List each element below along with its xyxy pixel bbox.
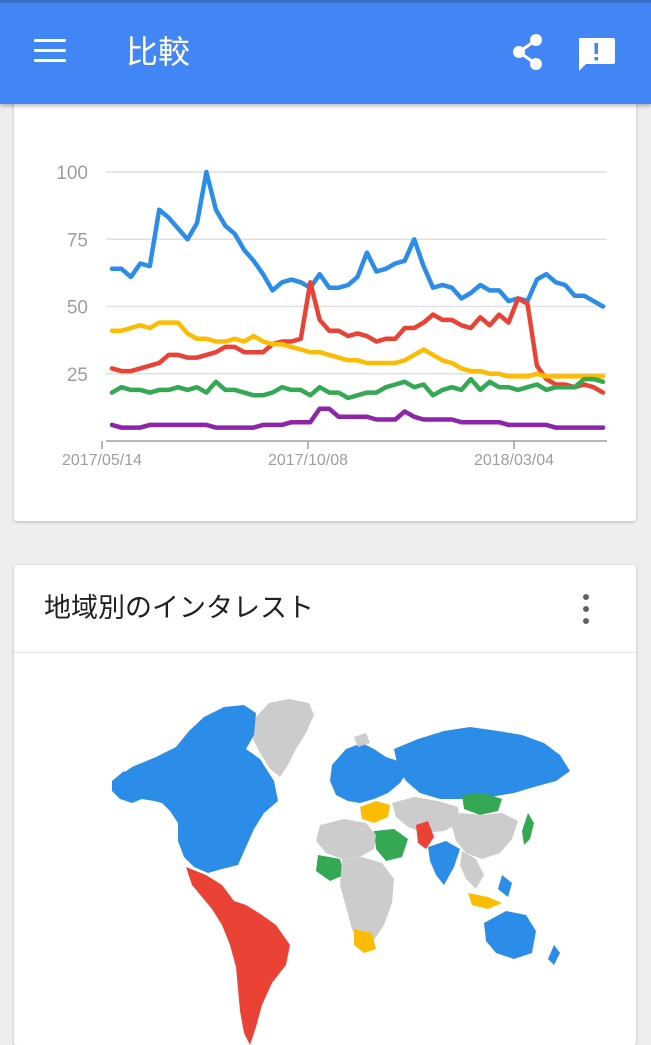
x-tick-label: 2017/05/14 [62,452,142,469]
y-tick-label: 100 [56,163,88,184]
map-region-middle-east [374,829,408,861]
map-region-china [452,813,518,859]
map-region-pakistan [416,821,434,849]
map-region-japan [522,813,534,845]
hamburger-menu-icon[interactable] [30,36,70,68]
map-region-north-africa [316,819,376,859]
trend-line-chart: 100 75 50 25 2017/05/14 2017/10/08 2018/03/04 [56,163,607,469]
map-region-europe [330,743,408,803]
series-line-2 [109,280,606,395]
map-region-russia [394,727,570,799]
series-line-3 [109,320,606,379]
y-tick-label: 25 [67,365,88,386]
map-region-west-africa [316,855,344,881]
map-region-southeast-asia [460,851,484,889]
map-region-turkey [360,801,390,823]
y-tick-label: 75 [67,230,88,251]
map-region-south-africa [354,929,376,953]
feedback-icon[interactable] [574,32,618,76]
x-tick-label: 2017/10/08 [268,452,348,469]
page-title: 比較 [126,33,191,71]
map-region-new-zealand [548,945,560,965]
region-interest-card: 地域別のインタレスト [14,565,636,1045]
series-line-4 [109,376,606,401]
map-region-mongolia [462,793,502,815]
card-heading: 地域別のインタレスト [44,593,314,624]
map-region-philippines [498,875,512,897]
map-region-africa [340,857,394,947]
map-region-indonesia [468,893,502,909]
share-icon[interactable] [508,32,548,72]
y-tick-label: 50 [67,298,88,319]
map-region-greenland [252,699,314,777]
map-region-central-asia [392,797,460,833]
map-region-north-america [112,705,278,873]
x-tick-label: 2018/03/04 [474,452,554,469]
app-bar: 比較 [0,0,651,104]
card-header: 地域別のインタレスト [14,565,636,653]
world-map [112,699,570,1045]
map-region-australia [484,911,536,959]
status-strip [0,0,651,3]
map-region-latin-america [186,867,290,1045]
series-line-5 [109,406,606,430]
map-region-india [428,841,460,885]
map-region-alaska [112,771,134,791]
more-vert-icon[interactable] [572,589,600,629]
trend-chart-card: 100 75 50 25 2017/05/14 2017/10/08 2018/03/04 [14,96,636,521]
map-region-arctic-islands [354,733,370,747]
